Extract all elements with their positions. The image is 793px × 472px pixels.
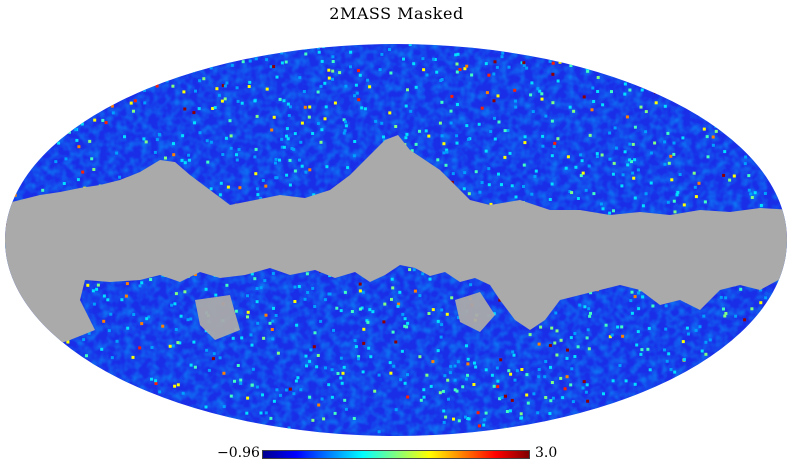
galactic-plane-mask (5, 135, 787, 345)
colorbar-max-label: 3.0 (535, 445, 558, 461)
map-title: 2MASS Masked (329, 4, 464, 23)
colorbar-min-label: −0.96 (217, 445, 260, 461)
colorbar (262, 450, 530, 459)
mask-hole-left (195, 295, 240, 340)
mask-hole-center (455, 292, 495, 332)
